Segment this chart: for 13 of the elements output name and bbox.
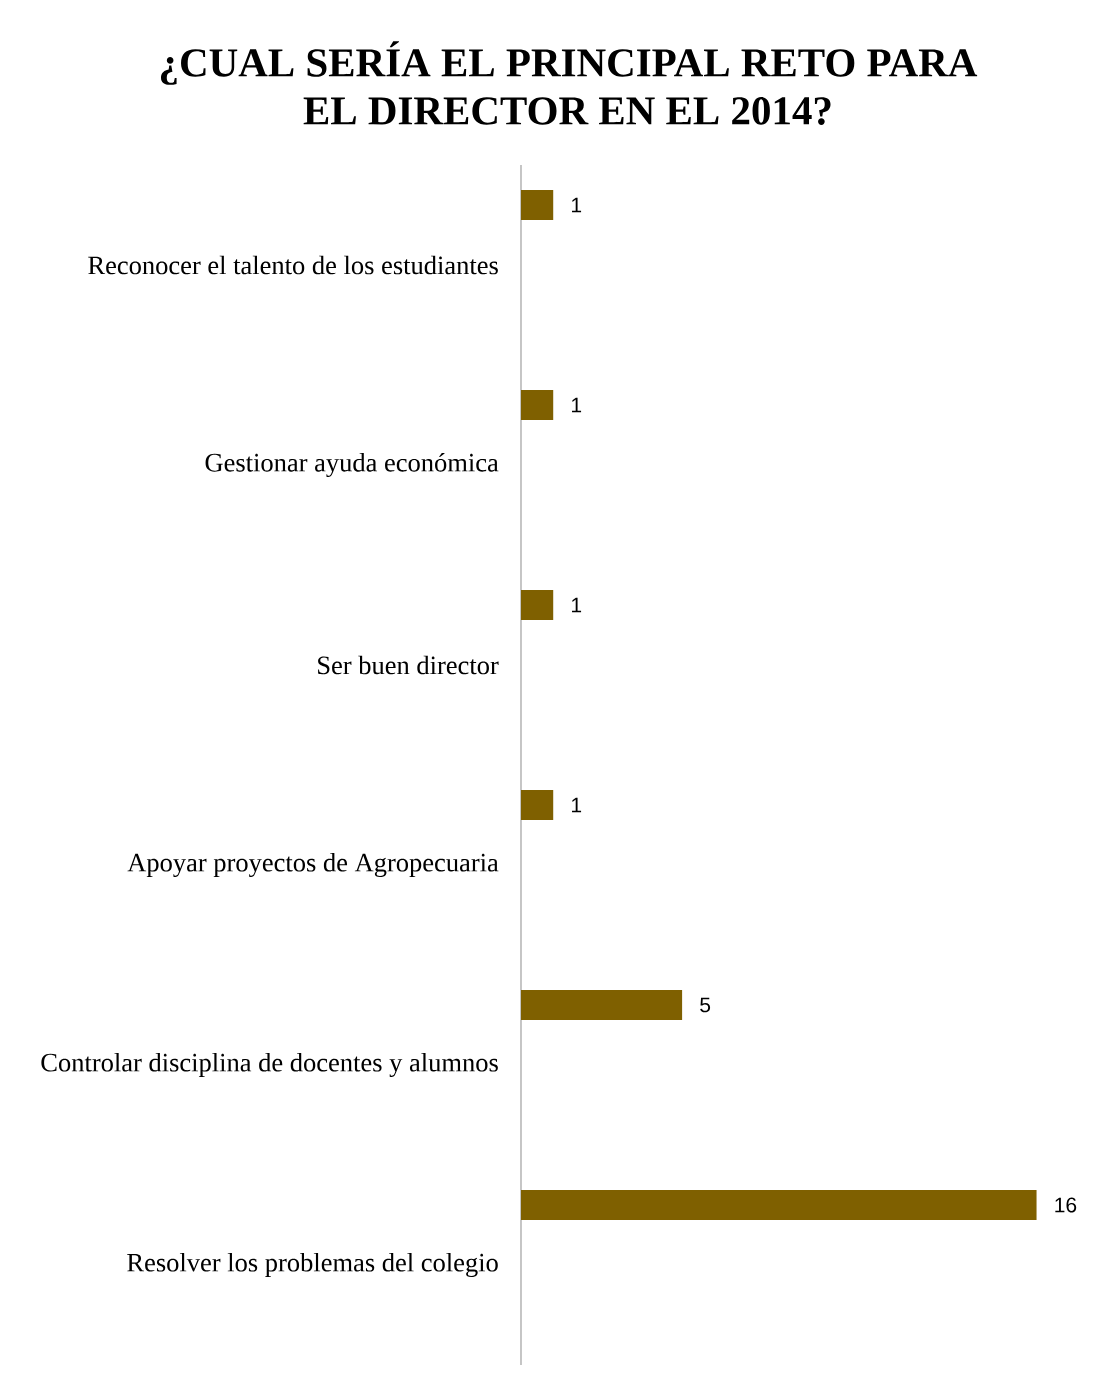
y-tick-label: Resolver los problemas del colegio — [127, 1252, 498, 1278]
chart-title: ¿CUAL SERÍA EL PRINCIPAL RETO PARA EL DIRECTOR EN EL 2014? — [161, 41, 978, 125]
data-label: 1 — [572, 597, 582, 613]
data-label: 5 — [700, 997, 711, 1013]
data-label: 16 — [1055, 1197, 1077, 1213]
data-label: 1 — [572, 397, 582, 413]
data-label: 1 — [572, 197, 582, 213]
data-label: 1 — [572, 797, 582, 813]
y-tick-label: Controlar disciplina de docentes y alumnos — [41, 1052, 498, 1078]
y-tick-label: Apoyar proyectos de Agropecuaria — [127, 852, 499, 878]
y-tick-label: Reconocer el talento de los estudiantes — [88, 255, 498, 275]
y-tick-label: Gestionar ayuda económica — [205, 452, 499, 478]
y-tick-label: Ser buen director — [318, 655, 499, 675]
